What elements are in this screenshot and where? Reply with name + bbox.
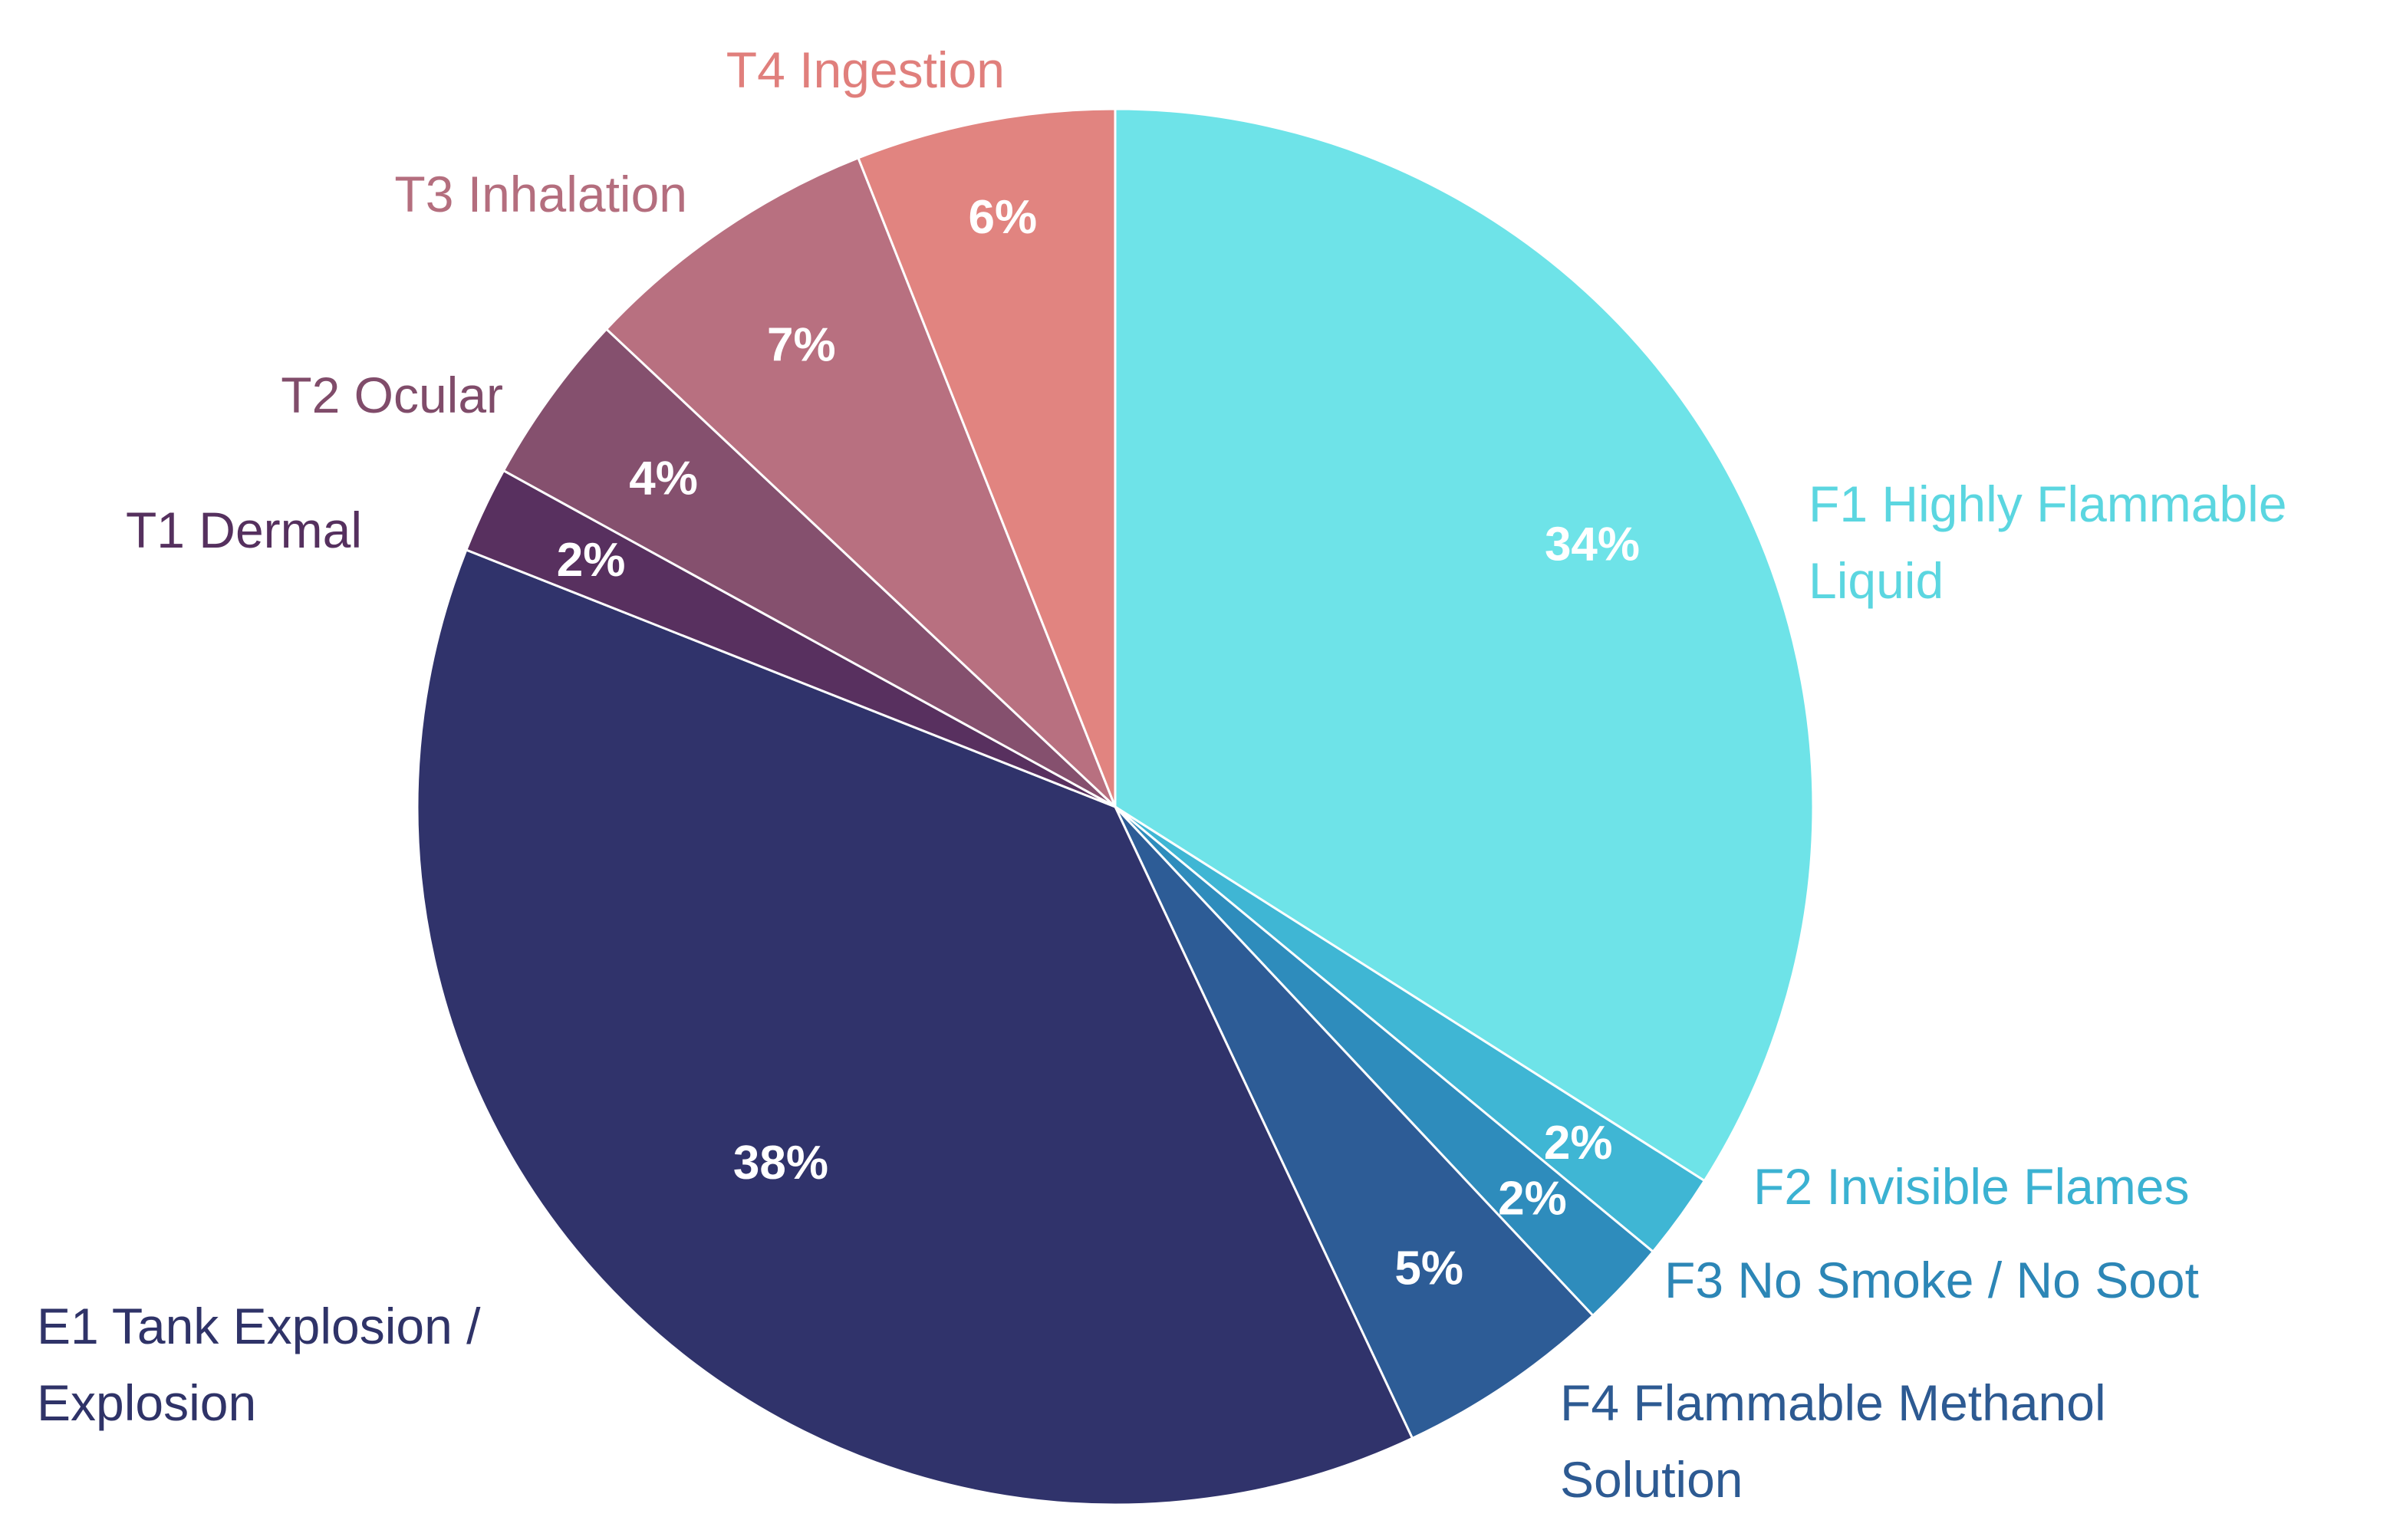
slice-value-label: 6% — [969, 191, 1038, 244]
slice-value-label: 2% — [1544, 1117, 1613, 1170]
slice-value-label: 38% — [733, 1137, 828, 1190]
slice-category-label: F3 No Smoke / No Soot — [1664, 1252, 2199, 1308]
slice-value-label: 2% — [1498, 1172, 1567, 1225]
value-labels-layer: 34%2%2%5%38%2%4%7%6% — [557, 191, 1640, 1295]
slice-value-label: 2% — [557, 534, 626, 587]
slice-category-label: T4 Ingestion — [726, 41, 1005, 98]
slice-category-label-line: F3 No Smoke / No Soot — [1664, 1252, 2199, 1308]
slice-category-label-line: E1 Tank Explosion / — [37, 1298, 481, 1354]
slice-category-label: E1 Tank Explosion / Explosion — [37, 1298, 481, 1431]
category-labels-layer: F1 Highly Flammable Liquid F2 Invisible Fl… — [37, 41, 2287, 1508]
pie-slice — [605, 156, 1117, 808]
slice-category-label-line: F1 Highly Flammable — [1809, 475, 2287, 532]
pie-slice — [1114, 805, 1595, 1440]
slice-category-label: T2 Ocular — [281, 367, 503, 423]
pie-slice — [502, 327, 1117, 808]
slice-category-label: T3 Inhalation — [394, 166, 687, 222]
slice-category-label: F2 Invisible Flames — [1753, 1158, 2190, 1215]
slice-category-label: F1 Highly Flammable Liquid — [1809, 475, 2287, 609]
slice-category-label-line: T4 Ingestion — [726, 41, 1005, 98]
slice-category-label-line: T1 Dermal — [126, 502, 362, 558]
pie-slice — [857, 107, 1117, 808]
slice-category-label-line: F4 Flammable Methanol — [1560, 1374, 2106, 1431]
slice-category-label: F4 Flammable Methanol Solution — [1560, 1374, 2106, 1508]
slice-category-label-line: Liquid — [1809, 552, 1944, 609]
slice-category-label-line: T2 Ocular — [281, 367, 503, 423]
slice-value-label: 5% — [1394, 1242, 1463, 1295]
slice-value-label: 7% — [767, 318, 836, 371]
slice-category-label-line: Explosion — [37, 1374, 256, 1431]
slice-category-label-line: Solution — [1560, 1451, 1743, 1508]
slice-value-label: 4% — [629, 452, 698, 505]
slice-category-label: T1 Dermal — [126, 502, 362, 558]
slices-layer — [416, 107, 1815, 1506]
slice-category-label-line: T3 Inhalation — [394, 166, 687, 222]
pie-slice — [1114, 107, 1815, 1183]
slice-value-label: 34% — [1545, 518, 1640, 571]
slice-category-label-line: F2 Invisible Flames — [1753, 1158, 2190, 1215]
pie-slice — [416, 548, 1414, 1506]
